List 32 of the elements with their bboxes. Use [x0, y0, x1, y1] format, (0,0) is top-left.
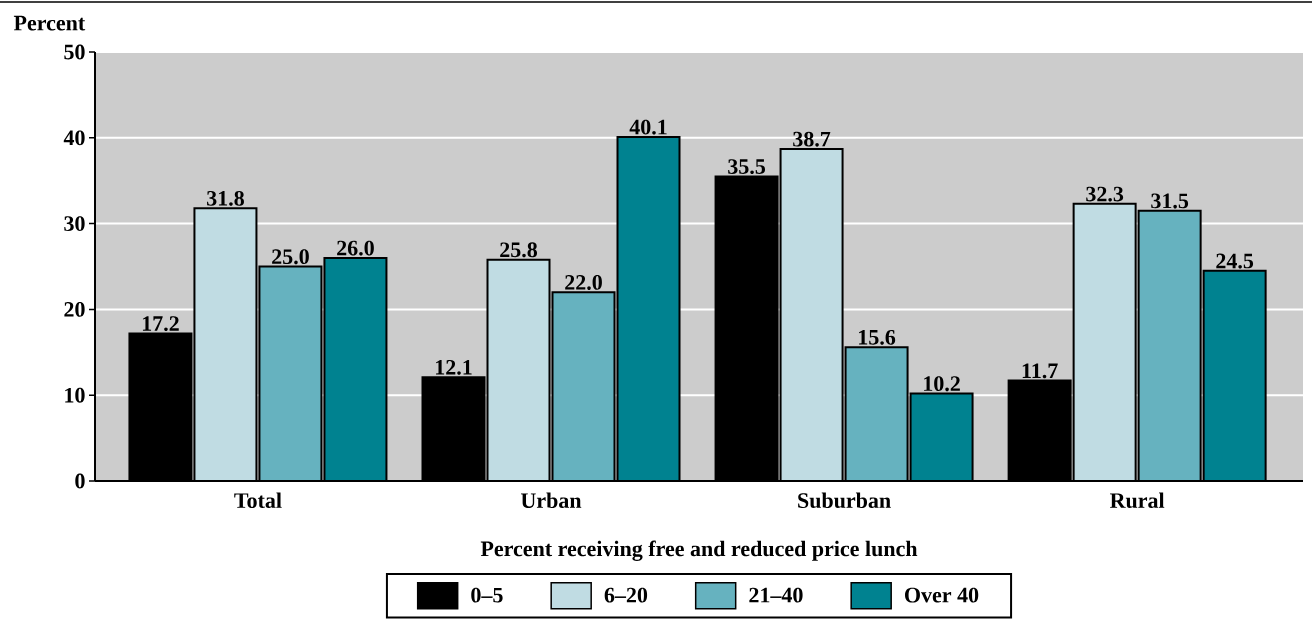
data-label: 40.1 [629, 119, 667, 135]
y-tick-label: 10 [65, 387, 85, 403]
x-tick-label: Suburban [798, 492, 891, 509]
x-tick-label: Total [234, 492, 282, 509]
data-label: 31.8 [207, 190, 244, 206]
data-label: 22.0 [565, 274, 602, 290]
data-label: 26.0 [337, 240, 374, 256]
legend-label: Over 40 [905, 587, 979, 603]
data-label: 25.8 [500, 242, 538, 258]
y-tick-label: 40 [63, 130, 85, 146]
data-label: 17.2 [142, 316, 179, 332]
data-label: 24.5 [1216, 253, 1254, 269]
data-label: 38.7 [793, 131, 831, 147]
y-tick-label: 50 [64, 44, 85, 60]
y-tick-label: 0 [75, 473, 85, 489]
legend-label: 0–5 [471, 587, 503, 603]
data-label: 12.1 [436, 359, 472, 375]
legend-label: 21–40 [749, 587, 803, 603]
data-label: 15.6 [859, 329, 896, 345]
y-tick-label: 30 [64, 216, 85, 232]
y-tick-label: 20 [64, 301, 85, 317]
data-label: 31.5 [1151, 193, 1189, 209]
x-axis-title: Percent receiving free and reduced price lunch [480, 540, 918, 561]
data-label: 35.5 [728, 159, 766, 175]
data-label: 11.7 [1022, 363, 1058, 379]
data-label: 25.0 [272, 249, 309, 265]
x-tick-label: Urban [520, 492, 582, 509]
data-label: 32.3 [1086, 186, 1124, 202]
x-tick-label: Rural [1110, 492, 1165, 509]
legend-label: 6–20 [604, 587, 648, 603]
y-axis-title: Percent [13, 15, 86, 31]
data-label: 10.2 [924, 376, 960, 392]
